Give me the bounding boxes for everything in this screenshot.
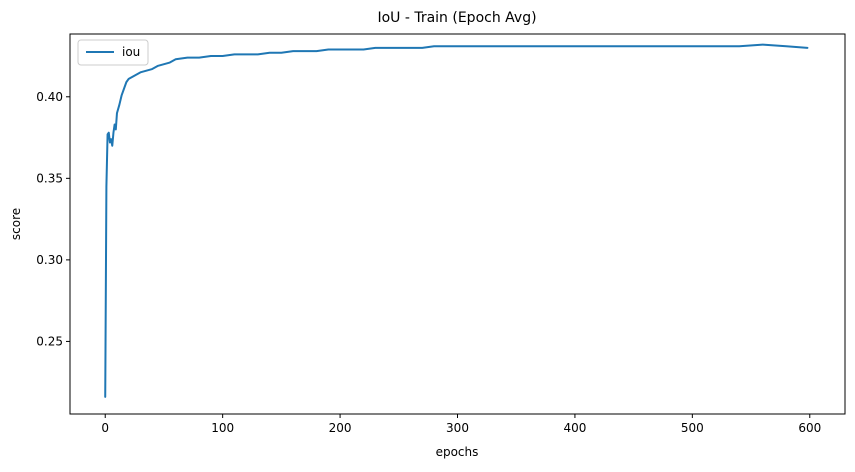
y-tick-label: 0.40 [36, 90, 63, 104]
x-axis-ticks: 0 100 200 300 400 500 600 [101, 414, 821, 435]
x-tick-label: 600 [798, 421, 821, 435]
series-line-iou [104, 43, 809, 398]
x-tick-label: 100 [211, 421, 234, 435]
y-axis-label: score [9, 208, 23, 240]
x-tick-label: 200 [329, 421, 352, 435]
legend: iou [77, 39, 149, 66]
axes-frame [69, 33, 846, 415]
plot-area [104, 43, 809, 398]
legend-label-iou: iou [122, 45, 140, 59]
y-tick-label: 0.25 [36, 334, 63, 348]
chart-title: IoU - Train (Epoch Avg) [377, 10, 536, 26]
x-axis-label: epochs [436, 445, 479, 459]
y-tick-label: 0.30 [36, 253, 63, 267]
y-tick-label: 0.35 [36, 171, 63, 185]
x-tick-label: 500 [681, 421, 704, 435]
x-tick-label: 0 [101, 421, 109, 435]
x-tick-label: 300 [446, 421, 469, 435]
y-axis-ticks: 0.25 0.30 0.35 0.40 [36, 90, 70, 348]
x-tick-label: 400 [563, 421, 586, 435]
